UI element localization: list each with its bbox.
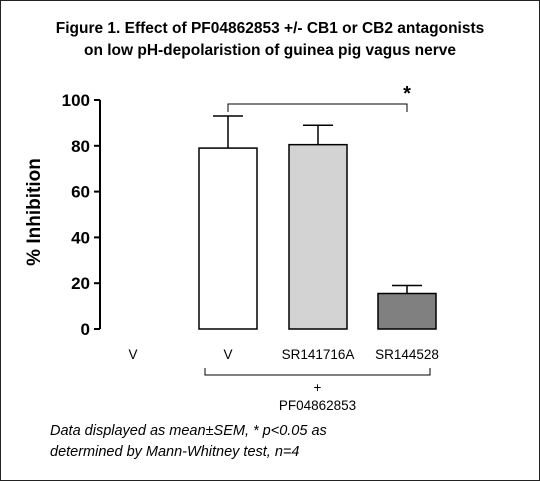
- group-label: PF04862853: [279, 398, 356, 413]
- y-tick-label: 60: [71, 183, 90, 202]
- significance-bracket: [227, 103, 408, 112]
- y-tick-label: 40: [71, 228, 90, 247]
- x-tick-label: V: [128, 347, 137, 362]
- x-tick-label: V: [223, 347, 232, 362]
- y-tick-label: 0: [81, 320, 90, 339]
- bar: [288, 143, 348, 330]
- chart-title: Figure 1. Effect of PF04862853 +/- CB1 o…: [0, 18, 540, 62]
- bars: [198, 143, 437, 330]
- group-label-plus: +: [314, 380, 322, 395]
- bar: [198, 147, 258, 330]
- x-axis: V V SR141716A SR144528: [128, 347, 438, 362]
- chart-title-line-2: on low pH-depolaristion of guinea pig va…: [83, 42, 457, 59]
- error-bars: [213, 115, 422, 294]
- footnote: Data displayed as mean±SEM, * p<0.05 as …: [50, 421, 520, 463]
- footnote-line-1: Data displayed as mean±SEM, * p<0.05 as: [50, 423, 327, 439]
- x-tick-label: SR144528: [375, 347, 439, 362]
- x-tick-label: SR141716A: [282, 347, 355, 362]
- bar: [377, 292, 437, 330]
- annotations: * + PF04862853: [204, 83, 431, 413]
- y-tick-label: 100: [62, 91, 90, 110]
- y-axis: 0 20 40 60 80 100: [62, 91, 101, 339]
- chart-title-line-1: Figure 1. Effect of PF04862853 +/- CB1 o…: [55, 20, 485, 37]
- y-tick-label: 20: [71, 274, 90, 293]
- significance-label: *: [403, 83, 411, 105]
- y-tick-label: 80: [71, 137, 90, 156]
- footnote-line-2: determined by Mann-Whitney test, n=4: [50, 444, 300, 460]
- y-axis-label: % Inhibition: [24, 158, 45, 266]
- group-bracket: [204, 368, 431, 376]
